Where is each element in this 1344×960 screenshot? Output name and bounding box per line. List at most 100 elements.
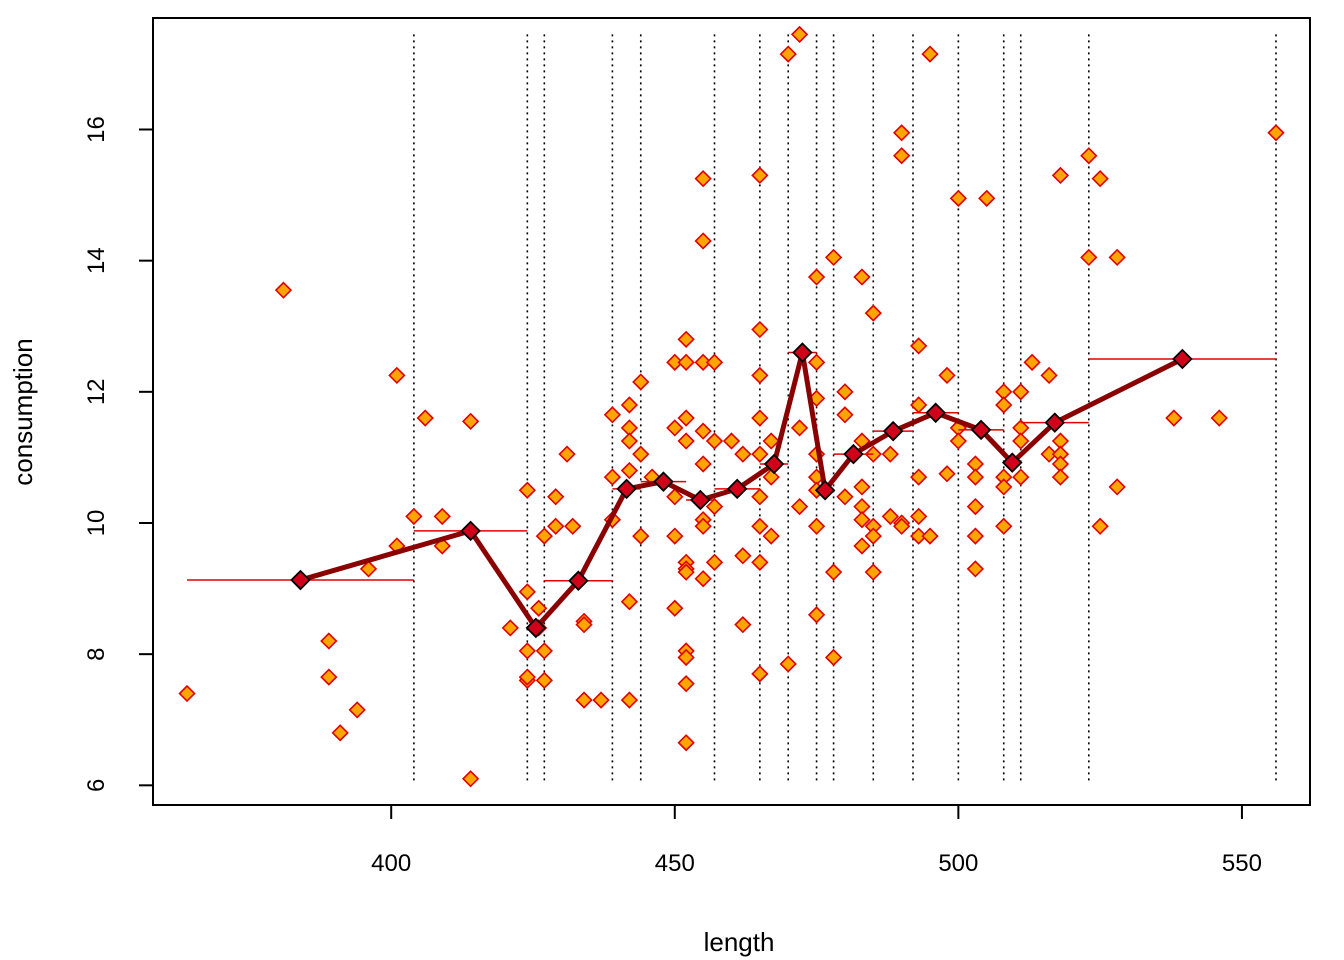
data-point [666,527,684,545]
mean-point [925,402,946,424]
data-point [836,406,854,424]
data-point [547,517,565,535]
data-point [790,497,809,516]
mean-point [726,478,748,500]
mean-point [970,419,992,441]
x-axis-title: length [704,927,775,957]
data-point [632,527,650,545]
data-point [547,488,565,506]
y-tick-label: 10 [83,510,110,537]
data-point [677,563,695,581]
data-point [388,366,406,385]
data-point [178,684,196,703]
data-point [910,527,928,545]
data-point [1040,445,1058,463]
data-point [632,373,650,391]
data-point [666,599,684,617]
data-point [694,422,712,440]
data-point [807,353,826,371]
x-tick-label: 450 [655,850,695,877]
data-point [632,445,650,463]
data-point [405,507,423,526]
data-point [893,517,911,535]
data-point [734,445,752,463]
data-point [705,553,724,571]
data-point [751,409,769,427]
data-point [807,517,826,535]
data-point [705,497,724,516]
data-point [359,560,378,578]
data-point [433,507,451,526]
data-point [518,668,536,686]
data-point [620,691,639,709]
data-point [677,409,695,427]
data-point [864,527,882,545]
data-point [575,616,593,634]
data-point [893,147,911,165]
data-point [966,527,985,545]
data-point [603,406,622,424]
data-point [1012,468,1030,486]
data-point [949,432,967,450]
data-point [751,366,769,385]
data-point [348,701,366,719]
data-point [416,409,434,427]
data-point [881,507,899,526]
data-point [893,124,911,142]
data-point [1091,517,1109,535]
data-point [331,724,349,742]
data-point [995,396,1013,414]
data-point [1040,366,1058,385]
data-point [1023,353,1041,371]
data-point [620,461,639,480]
data-point [530,599,548,617]
data-point [779,655,797,673]
data-point [1091,170,1109,188]
data-point [564,517,582,535]
data-point [592,691,610,709]
data-point [1210,409,1228,427]
x-axis: 400 450 500 550 [371,804,1262,877]
data-point [978,189,996,207]
data-point [853,268,871,286]
data-point [518,481,536,499]
data-point [694,232,712,250]
data-point [320,632,338,650]
data-point [677,648,695,667]
data-point [807,606,826,624]
data-point [938,465,956,483]
mean-point [843,443,864,465]
data-point [853,511,871,529]
data-point [938,366,956,385]
data-point [824,248,843,267]
mean-point [616,478,637,500]
data-point [705,353,724,371]
data-point [966,468,985,486]
x-tick-label: 500 [938,850,978,877]
data-point [535,642,553,660]
y-tick-label: 8 [83,647,110,660]
data-point [734,547,752,565]
data-point [910,337,928,355]
data-point [666,488,684,506]
data-point [921,527,939,545]
data-point [751,166,769,185]
data-point [910,468,928,486]
data-point [751,488,769,506]
data-point [881,445,899,463]
data-point [575,691,593,709]
data-point [603,468,622,486]
y-axis: 6 8 10 12 14 16 [83,116,154,792]
data-point [751,320,769,339]
data-point [1165,409,1183,427]
data-point [853,478,871,496]
data-point [705,432,724,450]
bin-mean-line [290,342,1193,639]
mean-point [525,617,547,639]
data-point [694,455,712,473]
data-point [1080,147,1098,165]
data-point [921,45,939,63]
data-point [751,445,769,463]
x-tick-label: 400 [371,850,411,877]
